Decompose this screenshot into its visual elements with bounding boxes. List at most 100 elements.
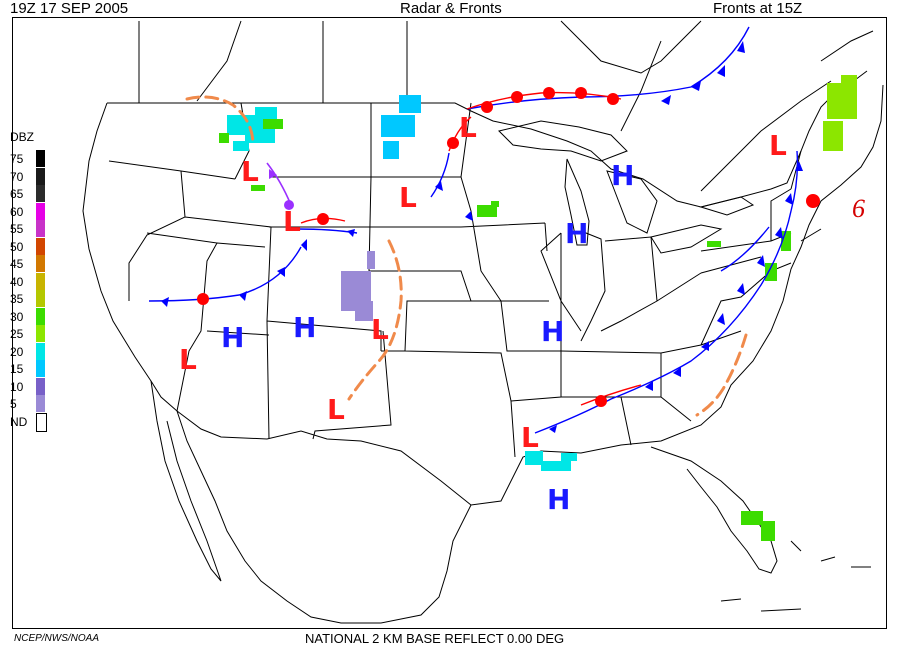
legend-entry: 25 bbox=[8, 325, 58, 342]
product-title: Radar & Fronts bbox=[400, 0, 502, 17]
legend-entry-swatch bbox=[36, 255, 45, 272]
florida-coast bbox=[650, 446, 778, 574]
high-pressure-arkansas: H bbox=[541, 315, 565, 348]
legend-entry: 75 bbox=[8, 150, 58, 167]
legend-entry: 40 bbox=[8, 272, 58, 290]
radar-echoes bbox=[219, 75, 857, 541]
radar-gulf bbox=[525, 451, 577, 471]
islands bbox=[720, 540, 871, 612]
legend-entry-label: 45 bbox=[10, 257, 24, 271]
legend-entry: 20 bbox=[8, 342, 58, 360]
legend-entry: ND bbox=[8, 412, 58, 432]
legend-title: DBZ bbox=[10, 130, 34, 144]
legend-entry: 65 bbox=[8, 185, 58, 202]
lake-huron bbox=[606, 170, 658, 234]
radar-new-england bbox=[823, 75, 857, 151]
lake-erie bbox=[650, 224, 723, 254]
radar-north-dakota bbox=[381, 95, 421, 159]
low-pressure-texas: L bbox=[327, 393, 345, 426]
legend-entry-label: 70 bbox=[10, 169, 24, 184]
legend-entry-swatch bbox=[36, 325, 45, 342]
legend-entry-swatch bbox=[36, 290, 45, 307]
legend-entry-swatch bbox=[36, 307, 45, 325]
canada-lines bbox=[138, 20, 874, 192]
baja-california bbox=[150, 380, 222, 582]
legend-entry-label: 75 bbox=[10, 152, 24, 166]
legend-entry: 5 bbox=[8, 395, 58, 412]
legend-entry: 70 bbox=[8, 167, 58, 185]
legend-entry-swatch bbox=[36, 150, 45, 167]
low-pressure-south-dakota: L bbox=[399, 181, 417, 214]
low-pressure-new-mexico: L bbox=[371, 313, 389, 346]
trough-carolinas bbox=[695, 333, 748, 417]
legend-entry-label: 35 bbox=[10, 292, 24, 306]
radar-montana-green bbox=[219, 119, 283, 191]
legend-entry: 55 bbox=[8, 220, 58, 237]
low-pressure-maine: L bbox=[769, 129, 787, 162]
lake-michigan bbox=[564, 158, 590, 246]
legend-entry-swatch bbox=[36, 360, 45, 377]
legend-entry-swatch bbox=[36, 342, 45, 360]
legend-entry-swatch bbox=[36, 220, 45, 237]
legend-entry-swatch bbox=[36, 202, 45, 220]
legend-entry-label: 30 bbox=[10, 309, 24, 324]
legend-entry-swatch bbox=[36, 185, 45, 202]
low-pressure-louisiana: L bbox=[521, 421, 539, 454]
low-pressure-idaho: L bbox=[283, 205, 301, 238]
legend-entry: 30 bbox=[8, 307, 58, 325]
legend-entry-swatch bbox=[36, 237, 45, 255]
high-pressure-utah: H bbox=[221, 321, 245, 354]
legend-entry-label: 55 bbox=[10, 222, 24, 236]
trough-montana bbox=[185, 95, 255, 147]
fronts-time: Fronts at 15Z bbox=[713, 0, 803, 17]
radar-florida bbox=[741, 511, 775, 541]
warm-front-bumps bbox=[197, 87, 820, 407]
state-lines-west bbox=[108, 102, 472, 440]
legend-entry-label: 40 bbox=[10, 274, 24, 289]
high-pressure-gulf: H bbox=[547, 483, 571, 516]
mexico-coast bbox=[176, 410, 472, 624]
map-canvas bbox=[82, 20, 884, 624]
low-pressure-nevada: L bbox=[179, 343, 197, 376]
legend-entry-label: 60 bbox=[10, 204, 24, 219]
annotation-six: 6 bbox=[852, 194, 865, 223]
legend-entry-label: 20 bbox=[10, 344, 24, 359]
occluded-front-symbols bbox=[269, 169, 294, 210]
legend-entry: 15 bbox=[8, 360, 58, 377]
high-pressure-colorado: H bbox=[293, 311, 317, 344]
legend-entry-label: 25 bbox=[10, 327, 24, 341]
high-pressure-illinois: H bbox=[565, 217, 589, 250]
legend-entry-label: 5 bbox=[10, 397, 17, 411]
legend-entry: 45 bbox=[8, 255, 58, 272]
canada-border bbox=[107, 70, 868, 208]
legend-entry-swatch bbox=[36, 377, 45, 395]
occluded-front bbox=[266, 162, 292, 206]
legend-entry-swatch bbox=[36, 395, 45, 412]
radar-minnesota bbox=[477, 201, 499, 217]
low-pressure-montana-south: L bbox=[241, 155, 259, 188]
lake-ontario bbox=[699, 196, 755, 216]
low-pressure-minnesota: L bbox=[459, 111, 477, 144]
legend-entry-swatch bbox=[36, 167, 45, 185]
trough-plains bbox=[347, 239, 403, 401]
legend-entry-label: 50 bbox=[10, 239, 24, 254]
legend-entry: 50 bbox=[8, 237, 58, 255]
credit-text: NCEP/NWS/NOAA bbox=[14, 633, 100, 644]
legend-entry: 60 bbox=[8, 202, 58, 220]
troughs bbox=[185, 95, 748, 417]
radar-colorado bbox=[341, 251, 375, 321]
hudson-bay bbox=[560, 20, 702, 74]
cold-front bbox=[148, 26, 799, 434]
legend-entry-label: 65 bbox=[10, 187, 24, 201]
legend-entry-swatch bbox=[36, 412, 47, 432]
legend-entry: 35 bbox=[8, 290, 58, 307]
map-outlines bbox=[82, 20, 884, 624]
valid-time: 19Z 17 SEP 2005 bbox=[10, 0, 129, 17]
lake-superior bbox=[498, 120, 628, 162]
legend-entry-label: 10 bbox=[10, 379, 24, 394]
high-pressure-michigan: H bbox=[611, 159, 635, 192]
legend-entry-label: 15 bbox=[10, 362, 24, 376]
product-description: NATIONAL 2 KM BASE REFLECT 0.00 DEG bbox=[305, 631, 565, 646]
legend-entry-label: ND bbox=[10, 414, 28, 429]
